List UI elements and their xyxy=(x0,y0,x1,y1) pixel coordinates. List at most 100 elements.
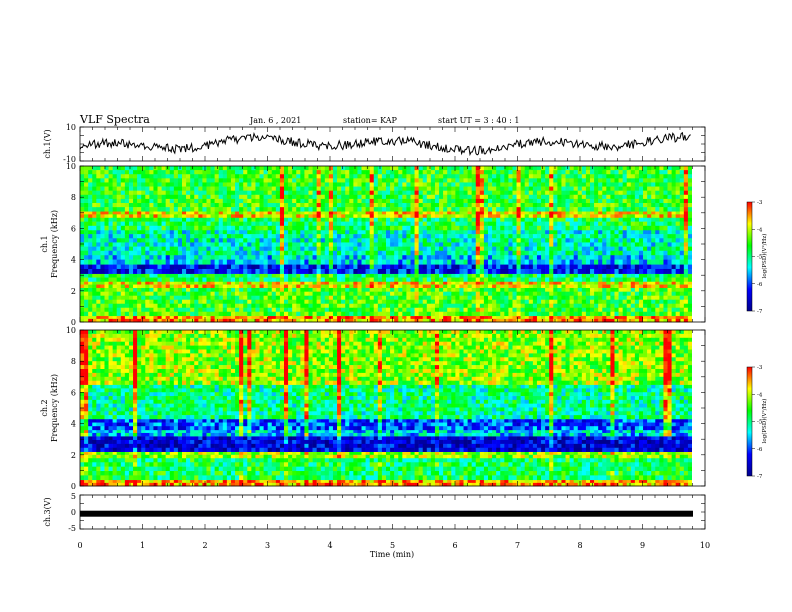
ch1-spectrogram-cell xyxy=(532,307,538,313)
ch1-spectrogram-cell xyxy=(133,242,138,247)
ch1-spectrogram-cell xyxy=(463,214,468,218)
ch1-spectrogram-cell xyxy=(157,254,162,260)
ch1-spectrogram-cell xyxy=(451,299,456,305)
ch1-spectrogram-cell xyxy=(124,291,130,296)
ch1-spectrogram-cell xyxy=(133,217,138,222)
ch1-spectrogram-cell xyxy=(108,264,113,270)
ch1-spectrogram-cell xyxy=(92,315,97,320)
ch1-spectrogram-cell xyxy=(381,307,387,313)
ch1-spectrogram-cell xyxy=(541,238,546,243)
ch1-spectrogram-cell xyxy=(483,295,489,301)
ch1-spectrogram-cell xyxy=(467,303,472,309)
ch1-spectrogram-cell xyxy=(398,246,403,252)
ch1-spectrogram-cell xyxy=(536,259,542,265)
ch1-spectrogram-cell xyxy=(120,178,126,183)
ch1-spectrogram-cell xyxy=(251,299,256,305)
ch1-spectrogram-cell xyxy=(369,299,375,305)
ch1-spectrogram-cell xyxy=(239,287,244,292)
ch1-spectrogram-cell xyxy=(451,229,456,235)
ch1-spectrogram-cell xyxy=(88,259,93,265)
ch1-spectrogram-cell xyxy=(520,281,526,285)
ch1-spectrogram-cell xyxy=(545,284,550,288)
ch1-spectrogram-cell xyxy=(451,214,456,218)
ch1-spectrogram-cell xyxy=(430,170,436,175)
ch1-spectrogram-cell xyxy=(247,182,252,187)
ch1-spectrogram-cell xyxy=(137,211,142,215)
ch1-spectrogram-cell xyxy=(655,170,660,175)
ch1-spectrogram-cell xyxy=(88,299,93,305)
ch1-spectrogram-cell xyxy=(124,268,130,274)
ch1-spectrogram-cell xyxy=(573,250,579,256)
ch1-spectrogram-cell xyxy=(214,287,220,292)
ch1-spectrogram-cell xyxy=(112,229,118,235)
ch1-spectrogram-cell xyxy=(663,174,668,179)
ch1-spectrogram-cell xyxy=(92,264,97,270)
ch1-spectrogram-cell xyxy=(284,273,289,278)
ch1-spectrogram-cell xyxy=(149,291,154,296)
ch1-spectrogram-cell xyxy=(128,170,134,175)
ch1-spectrogram-cell xyxy=(84,182,89,187)
ch1-spectrogram-cell xyxy=(259,295,264,301)
ch1-spectrogram-cell xyxy=(447,287,452,292)
ch1-spectrogram-cell xyxy=(610,246,615,252)
ch1-spectrogram-cell xyxy=(284,299,289,305)
ch1-spectrogram-cell xyxy=(390,211,395,215)
ch1-spectrogram-cell xyxy=(104,315,109,320)
ch1-spectrogram-cell xyxy=(398,214,403,218)
ch1-spectrogram-cell xyxy=(198,242,203,247)
ch1-spectrogram-cell xyxy=(439,277,444,282)
ch1-spectrogram-cell xyxy=(137,295,142,301)
ch1-spectrogram-cell xyxy=(247,281,252,285)
ch1-spectrogram-cell xyxy=(308,174,313,179)
ch1-spectrogram-cell xyxy=(504,315,509,320)
ch1-spectrogram-cell xyxy=(108,287,113,292)
ch1-spectrogram-cell xyxy=(451,174,456,179)
ch1-spectrogram-cell xyxy=(598,264,603,270)
ch1-spectrogram-cell xyxy=(169,291,175,296)
ch1-spectrogram-cell xyxy=(194,211,199,215)
ch1-spectrogram-cell xyxy=(353,264,358,270)
ch1-spectrogram-cell xyxy=(590,277,595,282)
ch1-spectrogram-cell xyxy=(626,264,632,270)
ch1-spectrogram-cell xyxy=(141,217,146,222)
ch1-spectrogram-cell xyxy=(622,229,628,235)
ch1-spectrogram-cell xyxy=(516,311,521,317)
ch1-spectrogram-cell xyxy=(687,284,693,288)
ch1-spectrogram-cell xyxy=(659,315,664,320)
ch1-spectrogram-cell xyxy=(488,299,493,305)
ch1-spectrogram-cell xyxy=(663,264,668,270)
ch1-spectrogram-cell xyxy=(120,221,126,227)
ch1-spectrogram-cell xyxy=(561,284,566,288)
ch1-spectrogram-cell xyxy=(116,264,122,270)
ch1-spectrogram-cell xyxy=(634,303,640,309)
ch1-spectrogram-cell xyxy=(173,315,179,320)
ch1-spectrogram-cell xyxy=(349,166,354,171)
ch1-spectrogram-cell xyxy=(275,284,281,288)
ch1-spectrogram-cell xyxy=(251,166,256,171)
ch1-spectrogram-cell xyxy=(292,284,297,288)
ch1-spectrogram-cell xyxy=(284,250,289,256)
ch1-spectrogram-cell xyxy=(630,295,636,301)
ch1-spectrogram-cell xyxy=(328,229,334,235)
ch1-spectrogram-cell xyxy=(88,170,93,175)
ch1-spectrogram-cell xyxy=(288,211,293,215)
ch1-spectrogram-cell xyxy=(390,264,395,270)
ch1-spectrogram-cell xyxy=(451,166,456,171)
ch1-spectrogram-cell xyxy=(581,281,587,285)
ch1-spectrogram-cell xyxy=(337,182,342,187)
ch1-spectrogram-cell xyxy=(145,254,150,260)
ch1-spectrogram-cell xyxy=(581,250,587,256)
ch1-spectrogram-cell xyxy=(235,221,240,227)
ch1-spectrogram-cell xyxy=(320,217,326,222)
ch1-spectrogram-cell xyxy=(577,264,583,270)
ch1-spectrogram-cell xyxy=(655,273,660,278)
ch1-spectrogram-cell xyxy=(128,166,134,171)
ch1-spectrogram-cell xyxy=(430,174,436,179)
ch1-spectrogram-cell xyxy=(279,242,285,247)
ch1-spectrogram-cell xyxy=(520,221,526,227)
ch1-spectrogram-cell xyxy=(479,311,485,317)
ch1-spectrogram-cell xyxy=(324,221,330,227)
ch1-spectrogram-cell xyxy=(647,291,652,296)
ch1-spectrogram-cell xyxy=(214,318,220,323)
ch1-spectrogram-cell xyxy=(153,242,158,247)
